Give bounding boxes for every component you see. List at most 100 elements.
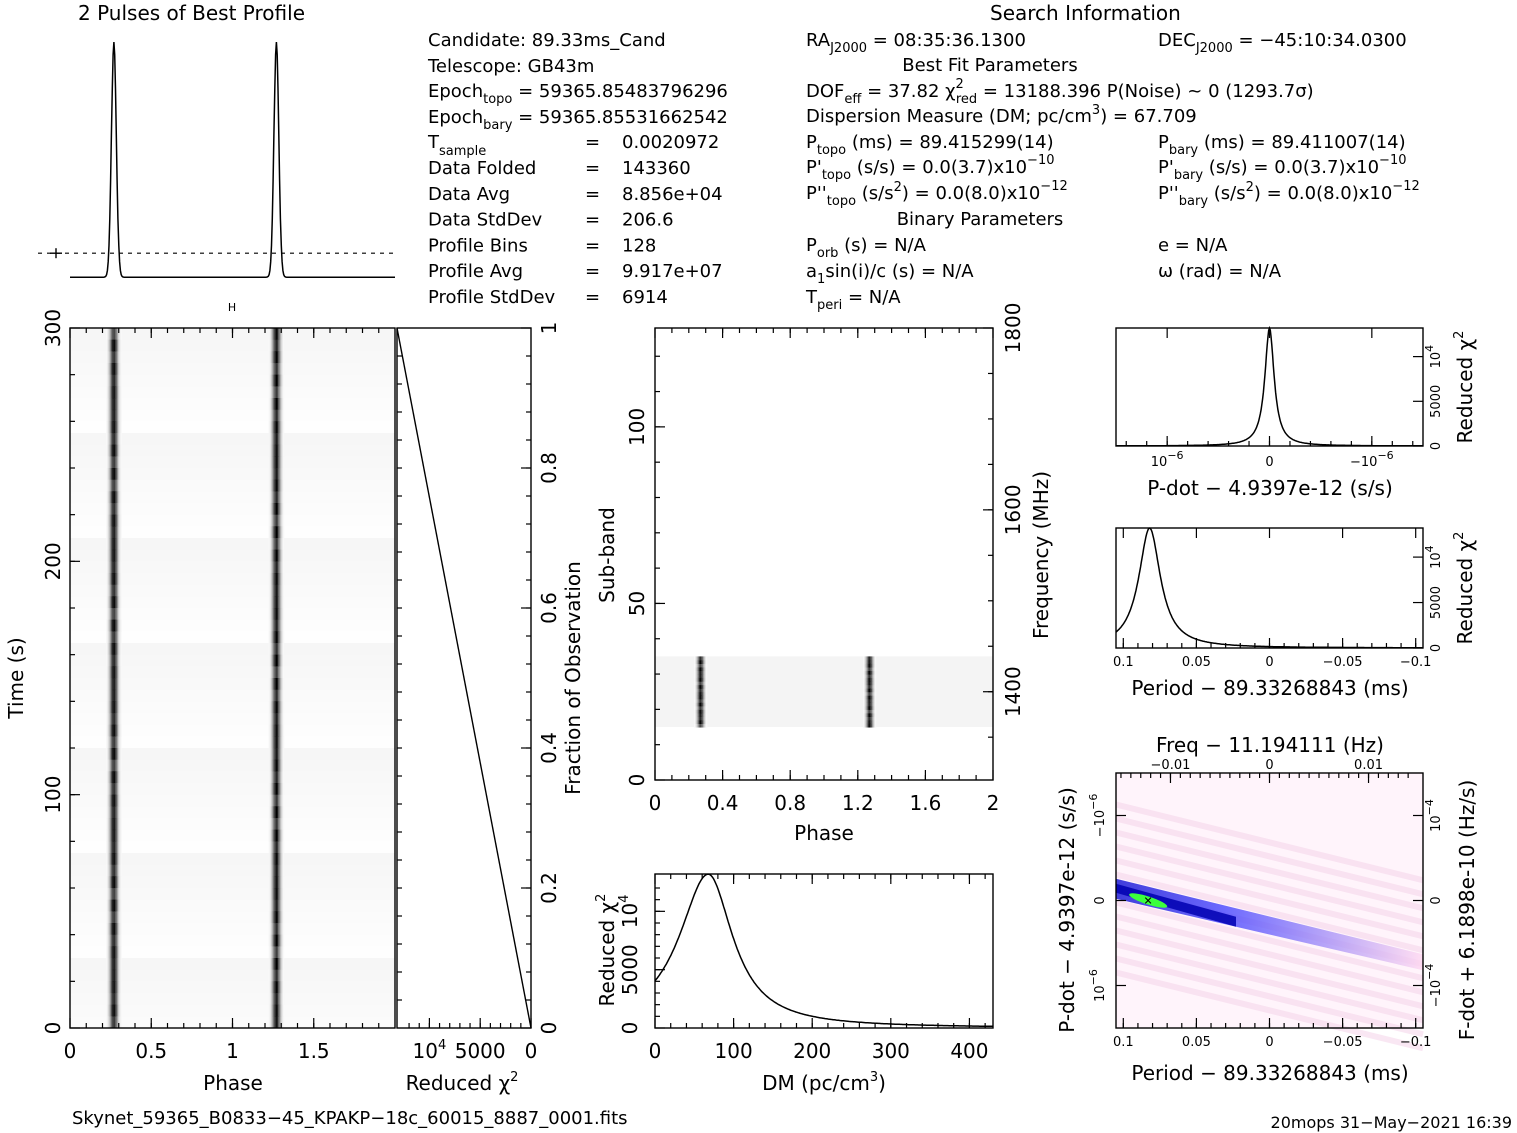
time-phase-pulse-cell (118, 339, 120, 352)
time-phase-pulse-cell (275, 713, 278, 726)
t-sample-eq: = (585, 132, 600, 153)
subband-pulse-cell (703, 695, 705, 700)
time-phase-pulse-cell (106, 701, 108, 714)
time-phase-bg-row (70, 339, 395, 352)
time-phase-pulse-cell (116, 561, 119, 574)
time-phase-pulse-cell (119, 794, 121, 807)
time-phase-pulse-cell (276, 981, 279, 994)
time-phase-pulse-cell (118, 736, 120, 749)
subband-pulse-cell (870, 695, 872, 700)
subband-pulse-cell (865, 709, 867, 714)
time-phase-pulse-cell (279, 654, 281, 667)
time-phase-pulse-cell (113, 363, 115, 376)
time-phase-pulse-cell (118, 479, 120, 492)
time-phase-pulse-cell (278, 456, 280, 469)
subband-pulse-cell (697, 656, 699, 661)
time-phase-pulse-cell (275, 981, 278, 994)
subband-pulse-cell (703, 691, 705, 696)
time-phase-pulse-cell (273, 981, 275, 994)
time-phase-pulse-cell (107, 491, 109, 504)
subband-pulse-cell (703, 723, 705, 728)
time-phase-pulse-cell (278, 689, 280, 702)
dm-curve-line (654, 873, 993, 1028)
time-phase-pulse-cell (273, 654, 275, 667)
dm-xlabel: DM (pc/cm3) (762, 1070, 886, 1095)
stat-eq: = (585, 235, 600, 256)
time-phase-pulse-cell (281, 841, 284, 854)
time-phase-pulse-cell (272, 328, 274, 341)
time-phase-pulse-cell (274, 713, 276, 726)
time-phase-xlabel: Phase (203, 1071, 263, 1095)
subband-pulse-cell (695, 691, 697, 696)
time-phase-pulse-cell (281, 374, 284, 387)
time-phase-pulse-cell (281, 596, 284, 609)
subband-pulse-cell (704, 663, 707, 668)
time-phase-pulse-cell (282, 643, 285, 656)
time-phase-pulse-cell (272, 771, 274, 784)
time-phase-pulse-cell (112, 666, 114, 679)
time-phase-pulse-cell (279, 748, 281, 761)
time-phase-pulse-cell (281, 958, 284, 971)
time-phase-bg-row (70, 444, 395, 457)
time-phase-pulse-cell (112, 514, 114, 527)
pp-plane-streak (1115, 899, 1424, 982)
time-phase-pulse-cell (114, 818, 116, 831)
time-phase-pulse-cell (120, 923, 122, 936)
time-phase-pulse-cell (120, 911, 122, 924)
time-phase-pulse-cell (272, 946, 274, 959)
subband-pulse-cell (873, 709, 876, 714)
time-phase-pulse-cell (270, 946, 273, 959)
subband-pulse-cell (863, 656, 865, 661)
time-phase-pulse-cell (110, 643, 113, 656)
time-phase-pulse-cell (275, 876, 278, 889)
time-phase-pulse-cell (114, 468, 116, 481)
epoch-topo-line: Epochtopo = 59365.85483796296 (428, 81, 728, 107)
subband-pulse-cell (872, 719, 874, 724)
time-phase-pulse-cell (108, 421, 110, 434)
subband-pulse-cell (702, 698, 704, 703)
time-phase-pulse-cell (118, 981, 120, 994)
time-phase-pulse-cell (280, 433, 282, 446)
subband-pulse-cell (872, 667, 874, 672)
time-phase-pulse-cell (276, 421, 279, 434)
subband-pulse-cell (696, 670, 698, 675)
time-phase-pulse-cell (107, 608, 109, 621)
subband-pulse-cell (695, 684, 697, 689)
subband-pulse-cell (870, 663, 872, 668)
time-phase-pulse-cell (110, 328, 113, 341)
time-phase-pulse-cell (275, 363, 278, 376)
time-phase-pulse-cell (268, 946, 270, 959)
subband-pulse-cell (866, 705, 868, 710)
subband-pulse-cell (871, 712, 873, 717)
time-phase-pulse-cell (107, 514, 109, 527)
time-phase-pulse-cell (281, 1004, 284, 1017)
time-phase-pulse-cell (120, 573, 122, 586)
time-phase-pulse-cell (278, 818, 280, 831)
time-phase-pulse-cell (114, 981, 116, 994)
time-phase-pulse-cell (279, 444, 281, 457)
subband-pulse-cell (863, 670, 865, 675)
time-phase-pulse-cell (272, 876, 274, 889)
time-phase-pulse-cell (275, 643, 278, 656)
subband-pulse-cell (704, 667, 707, 672)
time-phase-pulse-cell (282, 491, 285, 504)
time-phase-bg-row (70, 923, 395, 936)
subband-pulse-cell (696, 688, 698, 693)
time-phase-pulse-cell (278, 993, 280, 1006)
time-phase-pulse-cell (279, 934, 281, 947)
time-phase-pulse-cell (281, 456, 284, 469)
time-phase-pulse-cell (110, 596, 113, 609)
time-phase-pulse-cell (112, 829, 114, 842)
subband-pulse-cell (873, 656, 876, 661)
time-phase-pulse-cell (270, 456, 273, 469)
time-phase-pulse-cell (269, 1016, 272, 1029)
time-phase-pulse-cell (275, 351, 278, 364)
time-phase-pulse-cell (119, 981, 121, 994)
time-phase-pulse-cell (120, 374, 122, 387)
time-phase-pulse-cell (106, 561, 108, 574)
time-phase-bg-row (70, 864, 395, 877)
time-phase-pulse-cell (268, 479, 270, 492)
time-phase-pulse-cell (282, 1004, 285, 1017)
time-phase-pulse-cell (115, 724, 117, 737)
subband-pulse-cell (704, 702, 707, 707)
